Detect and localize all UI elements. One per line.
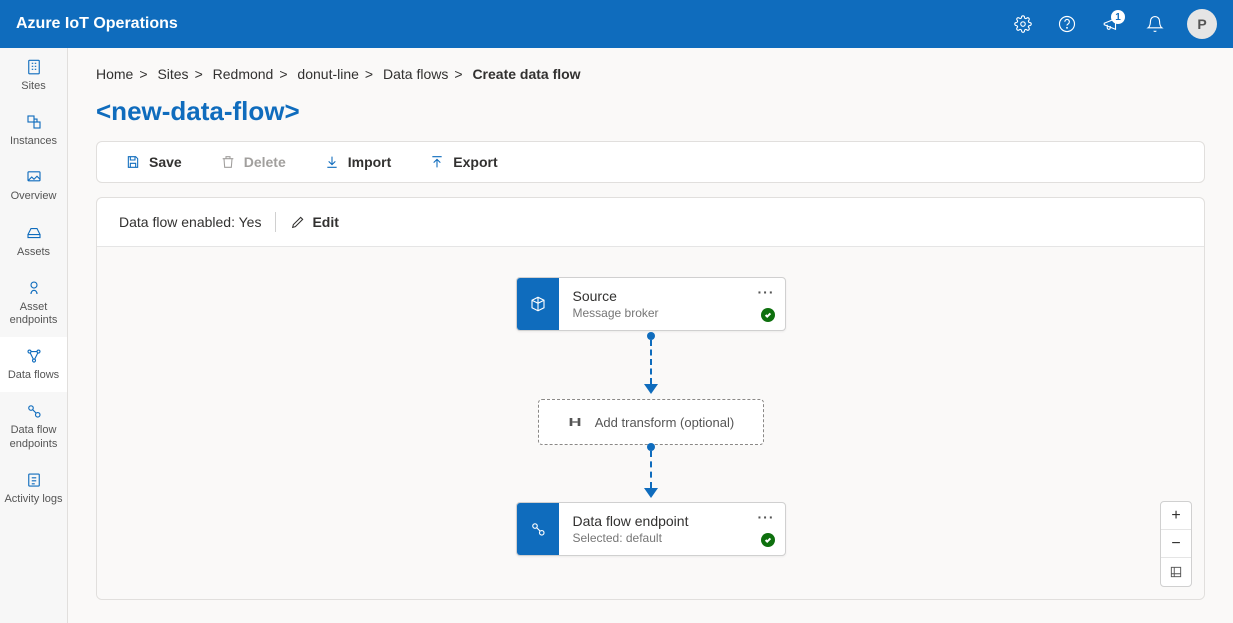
destination-node-title: Data flow endpoint — [573, 513, 773, 529]
data-flow-endpoints-icon — [25, 402, 43, 420]
sidebar-item-label: Overview — [11, 190, 57, 203]
source-node-title: Source — [573, 288, 773, 304]
sidebar-item-data-flow-endpoints[interactable]: Data flow endpoints — [0, 392, 67, 460]
source-node-more-button[interactable]: ··· — [758, 284, 775, 300]
page-title: <new-data-flow> — [96, 96, 1205, 127]
breadcrumb-item[interactable]: Data flows — [383, 66, 448, 82]
sidebar-item-instances[interactable]: Instances — [0, 103, 67, 158]
enabled-status: Data flow enabled: Yes — [119, 214, 261, 230]
save-button[interactable]: Save — [125, 154, 182, 170]
breadcrumb-item[interactable]: Sites — [157, 66, 188, 82]
import-button[interactable]: Import — [324, 154, 392, 170]
assets-icon — [25, 224, 43, 242]
import-label: Import — [348, 154, 392, 170]
destination-node[interactable]: Data flow endpoint Selected: default ··· — [516, 502, 786, 556]
settings-button[interactable] — [1003, 4, 1043, 44]
breadcrumb-item[interactable]: donut-line — [297, 66, 359, 82]
overview-icon — [25, 168, 43, 186]
topbar: Azure IoT Operations 1 P — [0, 0, 1233, 48]
zoom-in-button[interactable]: + — [1161, 502, 1191, 530]
pencil-icon — [290, 214, 306, 230]
asset-endpoints-icon — [25, 279, 43, 297]
user-avatar[interactable]: P — [1187, 9, 1217, 39]
sidebar-item-label: Sites — [21, 80, 45, 93]
add-transform-button[interactable]: Add transform (optional) — [538, 399, 764, 445]
sidebar-item-sites[interactable]: Sites — [0, 48, 67, 103]
sidebar-item-label: Data flows — [8, 369, 59, 382]
destination-node-icon-box — [517, 503, 559, 555]
sidebar-item-asset-endpoints[interactable]: Asset endpoints — [0, 269, 67, 337]
sidebar-item-data-flows[interactable]: Data flows — [0, 337, 67, 392]
sidebar-item-label: Activity logs — [4, 493, 62, 506]
export-button[interactable]: Export — [429, 154, 497, 170]
edit-button[interactable]: Edit — [290, 214, 338, 230]
bell-icon — [1146, 15, 1164, 33]
flow-canvas-card: Data flow enabled: Yes Edit Source Messa… — [96, 197, 1205, 600]
breadcrumb-item[interactable]: Home — [96, 66, 133, 82]
add-transform-label: Add transform (optional) — [595, 415, 734, 430]
export-icon — [429, 154, 445, 170]
export-label: Export — [453, 154, 497, 170]
zoom-out-button[interactable]: − — [1161, 530, 1191, 558]
sites-icon — [25, 58, 43, 76]
source-node-icon-box — [517, 278, 559, 330]
cube-icon — [529, 295, 547, 313]
status-ok-icon — [761, 533, 775, 547]
gear-icon — [1014, 15, 1032, 33]
sidebar-item-assets[interactable]: Assets — [0, 214, 67, 269]
zoom-fit-button[interactable] — [1161, 558, 1191, 586]
import-icon — [324, 154, 340, 170]
breadcrumb: Home> Sites> Redmond> donut-line> Data f… — [96, 66, 1205, 82]
connector — [644, 443, 658, 498]
breadcrumb-item[interactable]: Redmond — [213, 66, 274, 82]
sidebar-item-activity-logs[interactable]: Activity logs — [0, 461, 67, 516]
source-node[interactable]: Source Message broker ··· — [516, 277, 786, 331]
feedback-button[interactable]: 1 — [1091, 4, 1131, 44]
flow-canvas[interactable]: Source Message broker ··· Add transform … — [97, 247, 1204, 599]
fit-icon — [1169, 565, 1183, 579]
toolbar: Save Delete Import Export — [96, 141, 1205, 183]
status-ok-icon — [761, 308, 775, 322]
activity-logs-icon — [25, 471, 43, 489]
help-icon — [1058, 15, 1076, 33]
transform-icon — [567, 414, 583, 430]
connector — [644, 332, 658, 394]
sidebar: Sites Instances Overview Assets Asset en… — [0, 48, 68, 623]
destination-node-subtitle: Selected: default — [573, 531, 773, 545]
destination-node-more-button[interactable]: ··· — [758, 509, 775, 525]
trash-icon — [220, 154, 236, 170]
help-button[interactable] — [1047, 4, 1087, 44]
delete-label: Delete — [244, 154, 286, 170]
sidebar-item-label: Assets — [17, 246, 50, 259]
notification-badge: 1 — [1111, 10, 1125, 24]
edit-label: Edit — [312, 214, 338, 230]
zoom-controls: + − — [1160, 501, 1192, 587]
delete-button: Delete — [220, 154, 286, 170]
data-flows-icon — [25, 347, 43, 365]
divider — [275, 212, 276, 232]
topbar-actions: 1 P — [1003, 4, 1217, 44]
sidebar-item-label: Asset endpoints — [4, 301, 63, 327]
save-label: Save — [149, 154, 182, 170]
notifications-button[interactable] — [1135, 4, 1175, 44]
canvas-header: Data flow enabled: Yes Edit — [97, 198, 1204, 247]
app-title: Azure IoT Operations — [16, 15, 1003, 33]
instances-icon — [25, 113, 43, 131]
sidebar-item-label: Instances — [10, 135, 57, 148]
source-node-subtitle: Message broker — [573, 306, 773, 320]
endpoint-icon — [529, 520, 547, 538]
sidebar-item-overview[interactable]: Overview — [0, 158, 67, 213]
main-content: Home> Sites> Redmond> donut-line> Data f… — [68, 48, 1233, 623]
breadcrumb-item-current: Create data flow — [472, 66, 580, 82]
save-icon — [125, 154, 141, 170]
sidebar-item-label: Data flow endpoints — [4, 424, 63, 450]
